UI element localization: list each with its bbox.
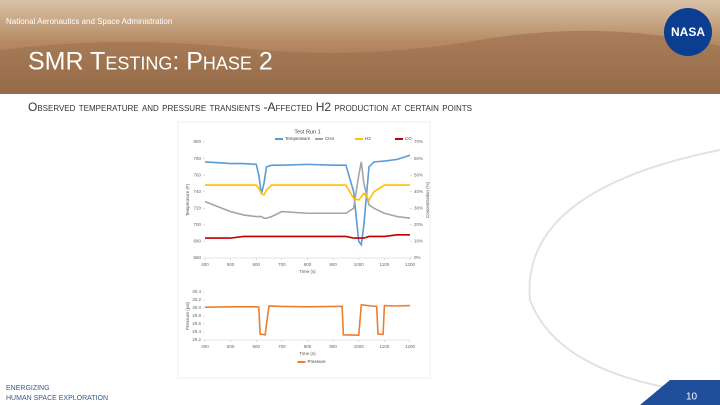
y-tick-label: 30.4	[192, 289, 201, 294]
logo-text: NASA	[671, 25, 705, 39]
x-tick-label: 600	[252, 262, 260, 267]
legend-label: CH4	[325, 136, 334, 141]
subtitle: Observed temperature and pressure transi…	[28, 100, 472, 114]
series-line	[204, 154, 411, 247]
series-line	[204, 303, 411, 337]
x-tick-label: 1200	[405, 344, 416, 349]
y2-tick-label: 30%	[414, 205, 423, 210]
x-axis-label: Time (s)	[299, 351, 316, 356]
y-tick-label: 660	[193, 255, 201, 260]
y2-tick-label: 20%	[414, 222, 423, 227]
x-tick-label: 800	[304, 344, 312, 349]
footer-line: Human Space Exploration	[6, 395, 108, 402]
y-tick-label: 720	[193, 205, 201, 210]
x-tick-label: 900	[329, 344, 337, 349]
y2-tick-label: 50%	[414, 172, 423, 177]
y2-tick-label: 60%	[414, 156, 423, 161]
y-tick-label: 29.4	[192, 329, 201, 334]
y2-tick-label: 0%	[414, 255, 421, 260]
page-number: 10	[686, 392, 698, 403]
y2-axis-label: Concentration (%)	[425, 181, 430, 218]
x-tick-label: 700	[278, 344, 286, 349]
y-tick-label: 29.8	[192, 313, 201, 318]
y-tick-label: 29.2	[192, 337, 201, 342]
slide-title: SMR Testing: Phase 2	[28, 48, 273, 76]
legend-label: H2	[365, 136, 371, 141]
y-axis-label: Pressure (psi)	[185, 302, 190, 331]
y2-tick-label: 70%	[414, 139, 423, 144]
x-tick-label: 600	[252, 344, 260, 349]
series-line	[204, 161, 411, 220]
chart-title: Test Run 1	[294, 129, 320, 135]
x-tick-label: 900	[329, 262, 337, 267]
x-tick-label: 700	[278, 262, 286, 267]
x-tick-label: 500	[227, 262, 235, 267]
x-tick-label: 500	[227, 344, 235, 349]
series-line	[205, 184, 410, 202]
x-tick-label: 1100	[380, 262, 390, 267]
legend-label: Temperature	[285, 136, 311, 141]
agency: National Aeronautics and Space Administr…	[6, 17, 172, 26]
x-tick-label: 400	[201, 344, 209, 349]
y-tick-label: 700	[193, 222, 201, 227]
y-tick-label: 800	[193, 139, 201, 144]
y-tick-label: 740	[193, 189, 201, 194]
y-tick-label: 30.2	[192, 297, 201, 302]
y2-tick-label: 10%	[414, 239, 423, 244]
terrain	[0, 30, 720, 94]
y-tick-label: 30.0	[192, 305, 201, 310]
x-tick-label: 1200	[405, 262, 416, 267]
y-tick-label: 780	[193, 156, 201, 161]
y-tick-label: 29.6	[192, 321, 201, 326]
x-axis-label: Time (s)	[299, 269, 316, 274]
x-tick-label: 1100	[380, 344, 390, 349]
x-tick-label: 400	[201, 262, 209, 267]
y2-tick-label: 40%	[414, 189, 423, 194]
x-tick-label: 800	[304, 262, 312, 267]
logo	[664, 8, 712, 56]
legend-label: Pressure	[308, 359, 327, 364]
y-tick-label: 760	[193, 172, 201, 177]
series-line	[205, 234, 410, 239]
footer-line: Energizing	[6, 385, 50, 392]
y-tick-label: 680	[193, 239, 201, 244]
x-tick-label: 1000	[354, 344, 365, 349]
page-tab	[640, 380, 720, 405]
planet-arc	[528, 149, 720, 396]
y-axis-label: Temperature (F)	[185, 183, 190, 216]
legend-label: CO	[405, 136, 412, 141]
x-tick-label: 1000	[354, 262, 365, 267]
